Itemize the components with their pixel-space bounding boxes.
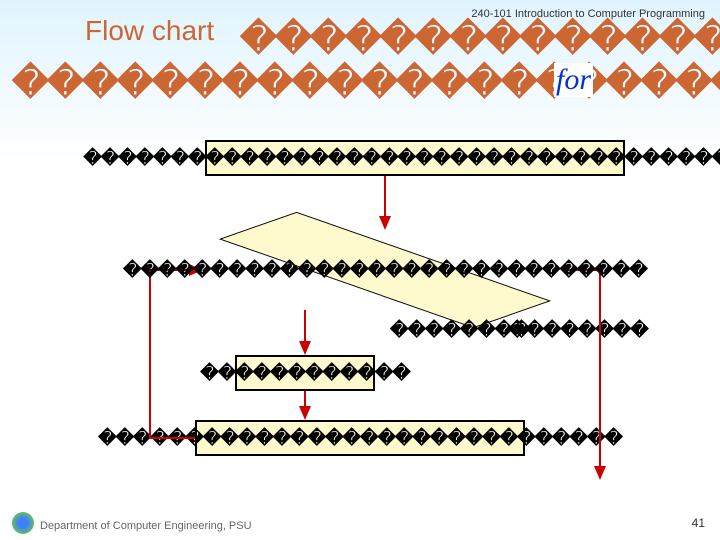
node-cond-label: ������������������������������ xyxy=(123,260,647,281)
slide-title-row1: ���������������� xyxy=(240,18,720,60)
slide-title-prefix: Flow chart xyxy=(85,15,214,47)
page-number: 41 xyxy=(692,516,705,530)
flowchart-diagram: �������������������������������������� �… xyxy=(90,110,650,490)
department-footer: Department of Computer Engineering, PSU xyxy=(40,520,252,532)
slide-title-row2: ���������������������������� xyxy=(12,62,720,104)
department-logo-icon xyxy=(12,512,34,534)
flowchart-arrows xyxy=(90,110,650,490)
slide-title-for: for xyxy=(554,63,593,97)
